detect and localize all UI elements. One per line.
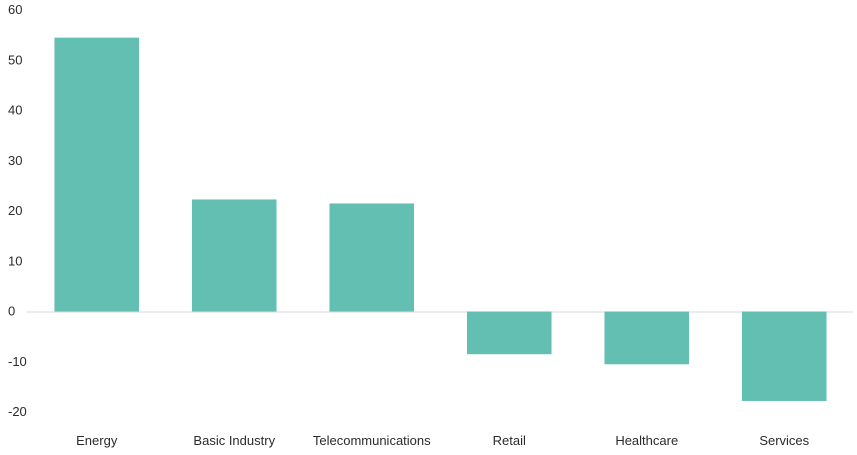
bar-healthcare[interactable] xyxy=(604,311,690,365)
bar-basic-industry[interactable] xyxy=(191,199,277,312)
x-tick-label: Services xyxy=(759,433,809,448)
y-tick-label: 0 xyxy=(8,304,15,319)
bar-energy[interactable] xyxy=(54,37,140,312)
y-tick-label: 50 xyxy=(8,52,22,67)
x-axis-labels: Energy Basic Industry Telecommunications Re… xyxy=(76,433,810,448)
bar-services[interactable] xyxy=(741,311,827,401)
bar-telecommunications[interactable] xyxy=(329,203,415,312)
y-tick-label: -20 xyxy=(8,404,27,419)
x-tick-label: Telecommunications xyxy=(313,433,431,448)
x-tick-label: Healthcare xyxy=(615,433,678,448)
y-tick-label: 40 xyxy=(8,103,22,118)
y-tick-label: 60 xyxy=(8,2,22,17)
y-axis-ticks: -20 -10 0 10 20 30 40 50 60 xyxy=(8,2,27,419)
bars xyxy=(54,37,827,401)
y-tick-label: -10 xyxy=(8,354,27,369)
x-tick-label: Energy xyxy=(76,433,118,448)
x-tick-label: Retail xyxy=(493,433,526,448)
x-tick-label: Basic Industry xyxy=(193,433,275,448)
y-tick-label: 20 xyxy=(8,203,22,218)
y-tick-label: 30 xyxy=(8,153,22,168)
y-tick-label: 10 xyxy=(8,253,22,268)
bar-retail[interactable] xyxy=(466,311,552,355)
